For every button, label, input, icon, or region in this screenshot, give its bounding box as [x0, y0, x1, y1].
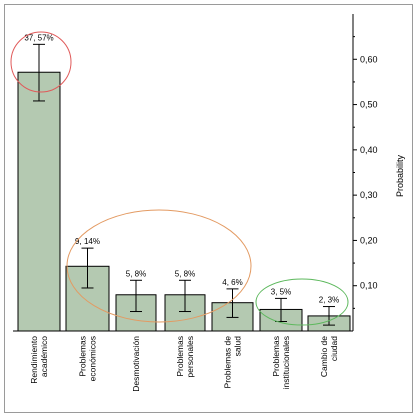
- category-label-line: Problemas: [175, 336, 185, 377]
- category-label: Problemas institucionales: [271, 336, 291, 389]
- category-label-line: Rendimiento: [29, 336, 39, 384]
- y-tick-label: 0,10: [360, 281, 378, 291]
- category-labels-layer: Rendimiento académico Problemas económicos D…: [29, 336, 339, 392]
- category-label-line: salud: [233, 336, 243, 357]
- data-label: 2, 3%: [319, 296, 339, 305]
- category-label: Problemas económicos: [78, 336, 98, 381]
- y-tick-label: 0,40: [360, 145, 378, 155]
- y-tick-label: 0,20: [360, 235, 378, 245]
- data-label: 5, 8%: [126, 269, 146, 278]
- chart-frame: [4, 4, 413, 413]
- category-label-line: Problemas: [271, 336, 281, 377]
- highlight-circles-layer: [10, 31, 349, 326]
- category-label-line: ciudad: [329, 336, 339, 361]
- category-label-line: personales: [185, 336, 195, 378]
- highlight-circle-green: [255, 278, 349, 326]
- data-label: 9, 14%: [75, 237, 100, 246]
- y-axis-title: Probability: [395, 154, 405, 197]
- category-label-line: académico: [39, 336, 49, 377]
- y-tick-label: 0,50: [360, 100, 378, 110]
- category-label-line: Problemas de: [223, 336, 233, 389]
- category-label-line: Desmotivación: [131, 336, 141, 392]
- data-labels-layer: 37, 57% 9, 14% 5, 8% 5, 8% 4, 6% 3, 5% 2, 3%: [24, 33, 339, 304]
- category-label: Problemas personales: [175, 336, 195, 378]
- data-label: 5, 8%: [175, 269, 195, 278]
- y-tick-label: 0,60: [360, 54, 378, 64]
- bars-layer: [17, 71, 351, 332]
- category-label: Cambio de ciudad: [319, 336, 339, 377]
- data-label: 37, 57%: [24, 33, 53, 42]
- bar: [17, 71, 61, 332]
- category-label: Desmotivación: [131, 336, 141, 392]
- category-label-line: económicos: [88, 336, 98, 381]
- data-label: 3, 5%: [271, 287, 291, 296]
- highlight-circle-orange: [66, 209, 252, 323]
- data-label: 4, 6%: [222, 278, 242, 287]
- category-label-line: Problemas: [78, 336, 88, 377]
- category-label-line: institucionales: [281, 336, 291, 389]
- y-tick-label: 0,30: [360, 190, 378, 200]
- category-label: Problemas de salud: [223, 336, 243, 389]
- category-label: Rendimiento académico: [29, 336, 49, 384]
- category-label-line: Cambio de: [319, 336, 329, 377]
- highlight-circle-red: [10, 31, 72, 93]
